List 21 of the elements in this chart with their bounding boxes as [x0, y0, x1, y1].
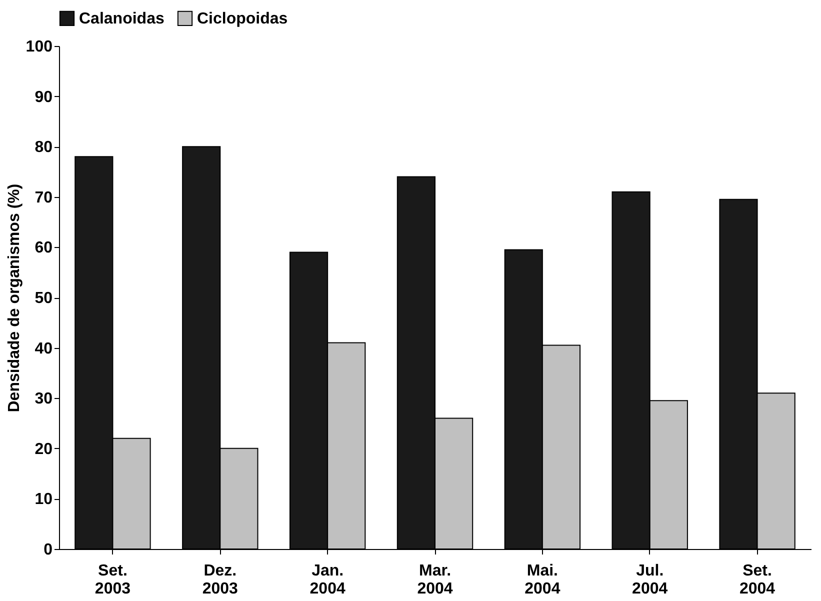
- y-tick-label: 60: [34, 240, 53, 257]
- y-tick-label: 30: [34, 390, 53, 408]
- y-tick-label: 80: [34, 139, 53, 156]
- y-tick-label: 70: [34, 189, 53, 206]
- y-axis-title: Densidade de organismos (%): [6, 184, 23, 412]
- x-tick-label: Dez. 2003: [202, 562, 238, 598]
- y-tick-label: 50: [34, 290, 53, 307]
- legend-label: Calanoidas: [79, 10, 164, 28]
- x-tick-label: Set. 2004: [739, 562, 776, 598]
- y-tick-label: 20: [34, 440, 53, 458]
- y-tick-label: 40: [34, 340, 53, 358]
- y-tick-label: 10: [34, 491, 53, 508]
- y-tick-label: 90: [34, 88, 53, 106]
- x-tick-label: Set. 2003: [94, 562, 131, 598]
- x-tick-label: Jul. 2004: [632, 562, 668, 598]
- x-tick-label: Mar. 2004: [417, 562, 453, 598]
- x-tick-label: Mai. 2004: [524, 562, 560, 598]
- y-tick-label: 100: [26, 38, 53, 56]
- x-tick-label: Jan. 2004: [310, 562, 346, 598]
- y-tick-label: 0: [44, 542, 53, 558]
- legend-label: Ciclopoidas: [197, 10, 288, 28]
